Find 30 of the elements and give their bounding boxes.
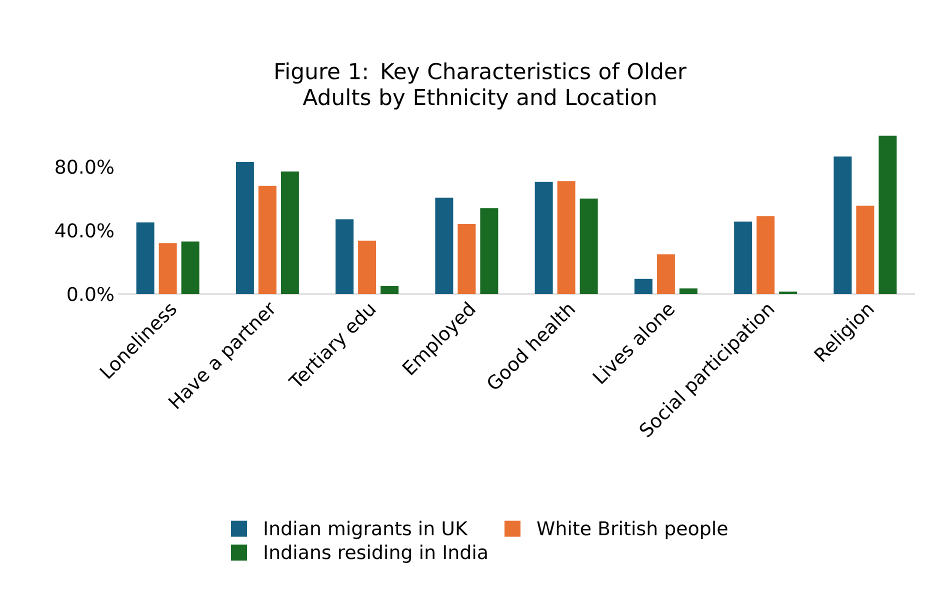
bar xyxy=(557,181,576,294)
bar xyxy=(734,222,752,294)
bar xyxy=(834,156,852,294)
bar xyxy=(878,136,897,294)
legend-label: Indian migrants in UK xyxy=(264,520,468,540)
bar xyxy=(435,198,454,294)
legend-label: White British people xyxy=(537,520,728,540)
chart-title: Figure 1: Key Characteristics of Older Adults by Ethnicity and Location xyxy=(276,62,686,110)
bar xyxy=(656,254,675,294)
y-tick-label: 80.0% xyxy=(56,160,114,174)
bar xyxy=(380,286,399,294)
y-tick-label: 40.0% xyxy=(55,223,114,238)
bar xyxy=(181,242,200,294)
legend-label: Indians residing in India xyxy=(264,544,487,563)
bar xyxy=(236,162,254,294)
bar xyxy=(336,219,354,294)
bar xyxy=(136,222,154,294)
bar xyxy=(534,182,553,294)
bar xyxy=(480,208,498,294)
bar xyxy=(856,206,874,294)
bar xyxy=(280,172,299,294)
bar xyxy=(580,198,598,294)
y-tick-label: 0.0% xyxy=(68,286,114,302)
bar xyxy=(458,224,476,294)
bar xyxy=(756,216,775,294)
bar xyxy=(358,240,376,294)
bar xyxy=(158,243,177,294)
bar xyxy=(634,278,652,294)
bar xyxy=(679,288,698,294)
bar xyxy=(258,186,276,294)
